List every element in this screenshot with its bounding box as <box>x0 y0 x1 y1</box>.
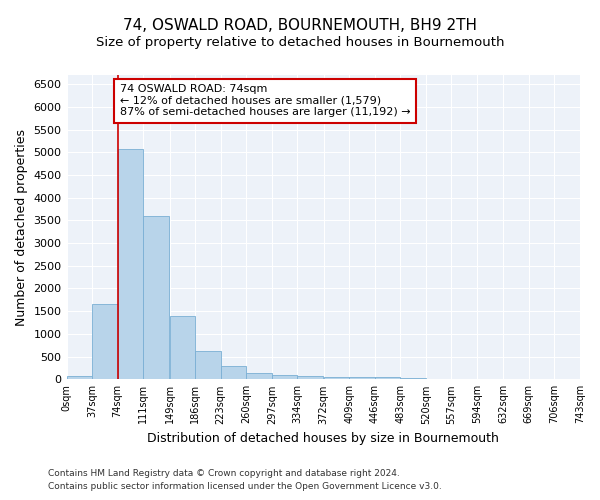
Bar <box>349 376 375 380</box>
Bar <box>221 366 246 380</box>
Text: Size of property relative to detached houses in Bournemouth: Size of property relative to detached ho… <box>96 36 504 49</box>
Bar <box>195 351 221 380</box>
Bar <box>400 378 426 380</box>
Bar <box>272 375 298 380</box>
Bar <box>92 304 118 380</box>
Bar <box>170 316 195 380</box>
Bar <box>323 376 349 380</box>
Bar <box>118 150 143 380</box>
Bar <box>246 373 272 380</box>
Y-axis label: Number of detached properties: Number of detached properties <box>15 128 28 326</box>
Bar <box>67 376 92 380</box>
Bar <box>375 376 400 380</box>
Text: Contains HM Land Registry data © Crown copyright and database right 2024.: Contains HM Land Registry data © Crown c… <box>48 468 400 477</box>
Text: Contains public sector information licensed under the Open Government Licence v3: Contains public sector information licen… <box>48 482 442 491</box>
Bar <box>298 376 323 380</box>
Bar <box>143 216 169 380</box>
Text: 74 OSWALD ROAD: 74sqm
← 12% of detached houses are smaller (1,579)
87% of semi-d: 74 OSWALD ROAD: 74sqm ← 12% of detached … <box>120 84 410 117</box>
X-axis label: Distribution of detached houses by size in Bournemouth: Distribution of detached houses by size … <box>148 432 499 445</box>
Text: 74, OSWALD ROAD, BOURNEMOUTH, BH9 2TH: 74, OSWALD ROAD, BOURNEMOUTH, BH9 2TH <box>123 18 477 32</box>
